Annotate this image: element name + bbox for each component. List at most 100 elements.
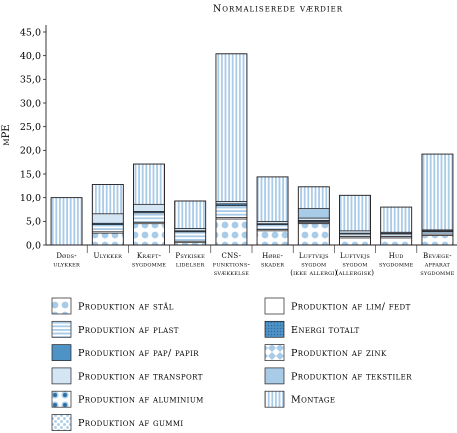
y-tick-label: 30,0 xyxy=(20,98,41,109)
bar-segment xyxy=(133,212,165,223)
legend-swatch xyxy=(264,297,285,315)
bar-segment xyxy=(421,235,454,246)
bar-stack xyxy=(297,186,330,246)
bar-segment xyxy=(256,224,289,230)
category-label: skader xyxy=(261,261,284,269)
bar-segment xyxy=(174,228,207,232)
legend-label: Produktion af stål xyxy=(78,302,174,313)
category-label: sygdomme xyxy=(379,261,413,269)
bar-segment xyxy=(215,201,248,205)
category-label: apparat xyxy=(424,261,451,269)
category-label: Luftvejs xyxy=(340,252,370,260)
legend-label: Produktion af transport xyxy=(78,371,203,382)
y-axis-ticks: 0,0 5,0 10,0 15,0 20,0 25,0 30,0 35,0 40,0 45,0 xyxy=(20,27,46,251)
bar-stack xyxy=(50,197,83,246)
bar-segment xyxy=(297,217,330,221)
y-tick-label: 10,0 xyxy=(20,193,41,204)
bar-segment xyxy=(91,184,124,215)
bar-segment xyxy=(421,153,454,231)
bar-stack xyxy=(174,200,207,246)
y-tick-label: 15,0 xyxy=(20,169,41,180)
category-label: sygdom xyxy=(342,261,367,269)
category-label: (ikke allergi) xyxy=(290,269,337,277)
legend-swatch xyxy=(51,390,72,408)
y-tick-label: 40,0 xyxy=(20,51,41,62)
bar-segment xyxy=(297,223,330,246)
bar-segment xyxy=(133,163,165,205)
bar-segment xyxy=(339,233,371,237)
legend-swatch xyxy=(51,367,72,385)
category-label: sygdomme xyxy=(420,269,454,277)
legend-label: Energi totalt xyxy=(291,325,360,336)
legend-label: Produktion af gummi xyxy=(78,418,184,429)
bar-segment xyxy=(133,223,165,246)
y-tick-label: 5,0 xyxy=(26,217,41,228)
category-label: Hud xyxy=(389,252,404,260)
y-tick-label: 25,0 xyxy=(20,122,41,133)
bar-segment xyxy=(50,197,83,246)
bar-segment xyxy=(215,53,248,202)
category-label: Ulykker xyxy=(94,252,123,260)
bar-segment xyxy=(256,176,289,222)
legend-swatch xyxy=(51,297,72,315)
legend-swatch xyxy=(264,320,285,338)
legend-swatch xyxy=(264,390,285,408)
bar-segment xyxy=(380,233,413,237)
bar-segment xyxy=(91,213,124,224)
y-tick-label: 0,0 xyxy=(26,240,41,251)
bar-segment xyxy=(174,231,207,242)
legend-swatch xyxy=(264,344,285,361)
bar-segment xyxy=(380,237,413,246)
bar-segment xyxy=(91,224,124,233)
bar-segment xyxy=(339,230,371,234)
category-label: funktions- xyxy=(213,261,251,269)
bar-segment xyxy=(215,218,248,246)
category-label: ulykker xyxy=(53,261,80,269)
legend-swatch xyxy=(51,344,72,361)
bar-segment xyxy=(421,231,454,235)
legend-label: Produktion af zink xyxy=(291,348,387,359)
category-label: Psykiske xyxy=(175,252,205,260)
bar-stack xyxy=(421,153,454,246)
category-label: CNS- xyxy=(222,252,242,260)
category-label: sygdom xyxy=(301,261,326,269)
bar-segment xyxy=(215,205,248,218)
bar-segment xyxy=(174,200,207,229)
category-label: Døds- xyxy=(56,252,77,260)
y-tick-label: 20,0 xyxy=(20,146,41,157)
category-label: Bevæge- xyxy=(423,252,452,260)
bar-segment xyxy=(339,194,371,232)
legend-label: Produktion af aluminium xyxy=(78,395,204,406)
legend-swatch xyxy=(264,367,285,385)
bar-stack xyxy=(256,176,289,246)
bar-stack xyxy=(380,206,413,246)
bar-stack xyxy=(339,194,371,246)
bar-segment xyxy=(339,237,371,246)
legend-label: Produktion af plast xyxy=(78,325,179,336)
category-label: Kræft- xyxy=(137,252,162,260)
bar-segment xyxy=(91,232,124,246)
legend-label: Produktion af lim/ fedt xyxy=(291,302,411,313)
legend-swatch xyxy=(51,320,72,338)
bar-segment xyxy=(256,230,289,246)
category-label: svækkelse xyxy=(214,269,250,277)
category-label: sygdomme xyxy=(132,261,166,269)
legend-label: Produktion af tekstiler xyxy=(291,371,412,382)
bar-segment xyxy=(133,203,165,212)
y-tick-label: 35,0 xyxy=(20,75,41,86)
bar-segment xyxy=(297,186,330,209)
bar-stack xyxy=(91,184,124,246)
bar-segment xyxy=(297,208,330,219)
y-tick-label: 45,0 xyxy=(20,27,41,38)
category-label: Høre- xyxy=(262,252,283,260)
chart-title: Normaliserede værdier xyxy=(213,3,343,14)
bar-segment xyxy=(256,220,289,225)
legend-swatch xyxy=(51,414,72,431)
x-axis-categories: Døds-ulykker Ulykker Kræft-sygdomme Psykisk… xyxy=(53,245,455,277)
bar-stack xyxy=(133,163,165,246)
bar-stack xyxy=(215,53,248,246)
legend-label: Montage xyxy=(291,395,335,406)
legend: Produktion af stål Produktion af plast Pro… xyxy=(51,297,412,431)
legend-label: Produktion af pap/ papir xyxy=(78,348,199,359)
